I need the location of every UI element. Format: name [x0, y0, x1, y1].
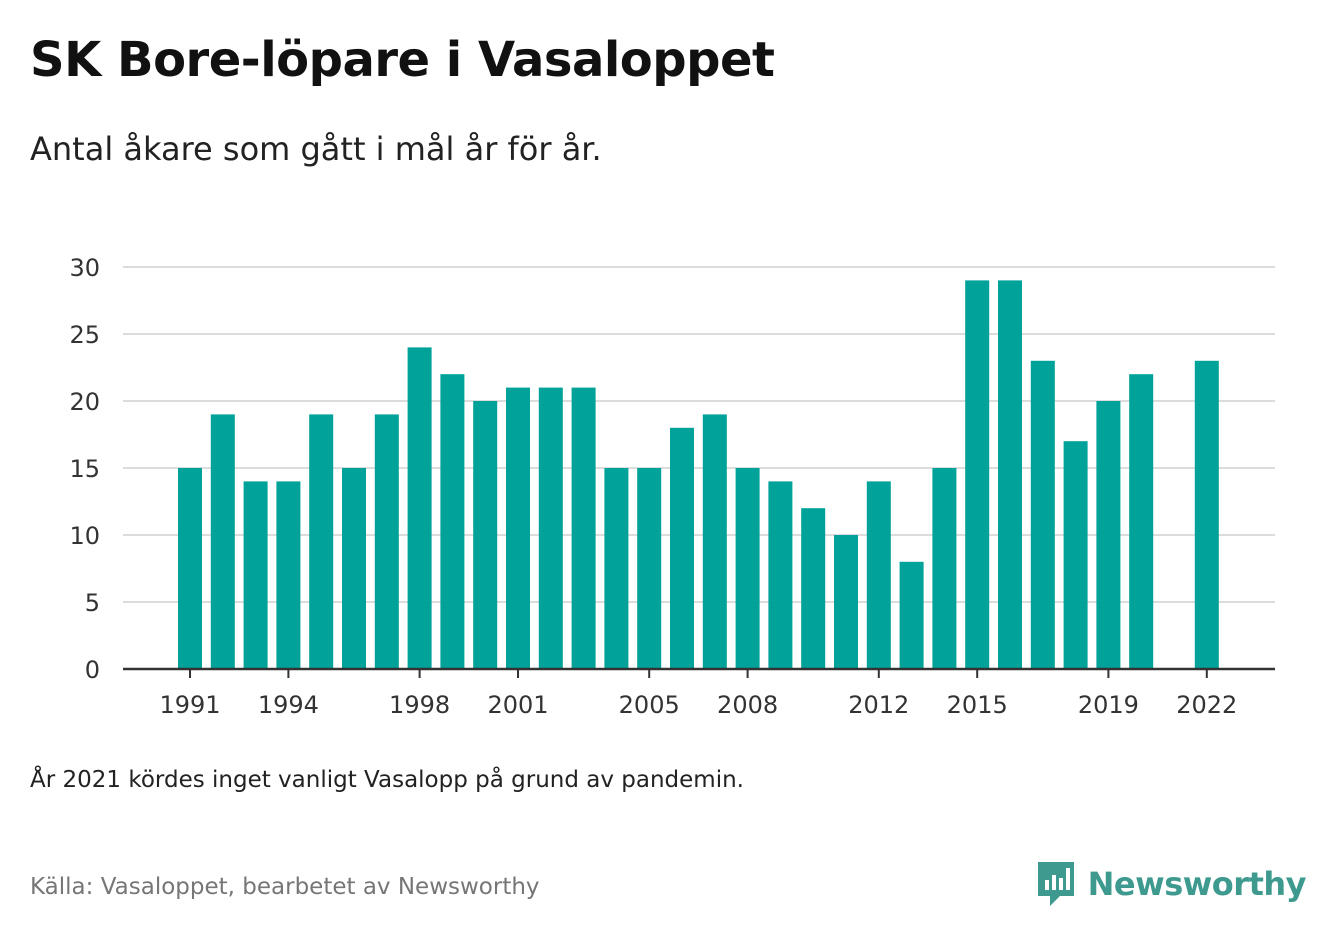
bar-2006: [670, 427, 694, 669]
bar-2018: [1063, 441, 1088, 669]
brand-logo: Newsworthy: [1036, 860, 1307, 908]
chart-note: År 2021 kördes inget vanligt Vasalopp på…: [30, 767, 744, 793]
bar-2015: [965, 280, 990, 669]
bar-2016: [998, 280, 1022, 669]
bar-2020: [1129, 374, 1154, 669]
newsworthy-logo-icon: [1037, 862, 1074, 906]
bar-1999: [440, 374, 465, 669]
bar-1996: [342, 468, 366, 669]
x-tick-label: 2012: [848, 691, 909, 719]
x-tick-label: 2022: [1176, 691, 1237, 719]
y-tick-label: 25: [69, 321, 100, 349]
bars: [178, 280, 1219, 669]
bar-2010: [801, 508, 826, 669]
x-tick-label: 2015: [947, 691, 1008, 719]
bar-2005: [637, 468, 662, 669]
bar-2013: [899, 561, 924, 669]
bar-2008: [735, 468, 760, 669]
x-tick-label: 2005: [619, 691, 680, 719]
bar-1993: [243, 481, 268, 669]
chart-subtitle: Antal åkare som gått i mål år för år.: [30, 130, 602, 168]
y-tick-label: 20: [69, 388, 100, 416]
bar-chart: 0 5 10 15 20 25 30 1991 1994 1998 2001 2005 2008 201…: [69, 254, 1275, 719]
bar-1994: [276, 481, 301, 669]
bar-1991: [178, 468, 202, 669]
bar-2019: [1096, 401, 1121, 669]
bar-2011: [834, 535, 858, 669]
brand-name: Newsworthy: [1087, 865, 1307, 903]
x-tick-label: 1991: [159, 691, 220, 719]
x-tick-label: 1994: [258, 691, 319, 719]
bar-2002: [538, 387, 563, 669]
bar-2000: [473, 401, 498, 669]
bar-1997: [374, 414, 399, 669]
bar-1995: [309, 414, 334, 669]
bar-2007: [702, 414, 727, 669]
y-tick-label: 15: [69, 455, 100, 483]
bar-2022: [1194, 360, 1219, 669]
x-tick-label: 2008: [717, 691, 778, 719]
chart-title: SK Bore-löpare i Vasaloppet: [30, 32, 775, 88]
x-tick-label: 2001: [487, 691, 548, 719]
x-tick-label: 2019: [1078, 691, 1139, 719]
bar-2003: [571, 387, 596, 669]
source-text: Källa: Vasaloppet, bearbetet av Newswort…: [30, 874, 540, 900]
y-tick-label: 0: [85, 656, 100, 684]
x-axis-ticks: 1991 1994 1998 2001 2005 2008 2012 2015 2019 2022: [159, 669, 1237, 719]
y-tick-label: 5: [85, 589, 100, 617]
bar-2009: [768, 481, 793, 669]
bar-1992: [210, 414, 235, 669]
bar-2001: [506, 387, 530, 669]
bar-1998: [407, 347, 432, 669]
bar-2012: [866, 481, 891, 669]
bar-2014: [932, 468, 957, 669]
bar-2017: [1030, 360, 1055, 669]
x-tick-label: 1998: [389, 691, 450, 719]
y-axis-ticks: 0 5 10 15 20 25 30: [69, 254, 100, 684]
y-tick-label: 30: [69, 254, 100, 282]
bar-2004: [604, 468, 629, 669]
y-tick-label: 10: [69, 522, 100, 550]
